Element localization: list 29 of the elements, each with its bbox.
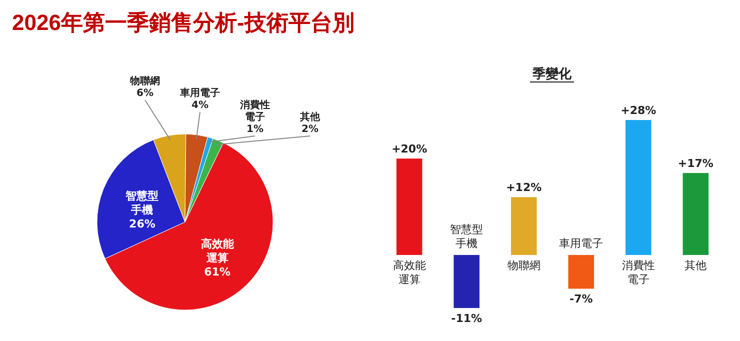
bar [510,197,537,255]
data-label: +12% [506,181,542,194]
data-label: -7% [570,292,593,306]
bar [568,254,594,289]
data-label: +28% [620,104,656,117]
data-label: +20% [392,142,428,156]
data-label: 61% [204,265,231,278]
data-label: 6% [136,88,154,99]
slice-label: 消費性電子 [239,99,270,123]
data-label: +17% [678,157,714,170]
data-label: 4% [192,100,208,111]
data-label: -11% [451,312,482,325]
bar [396,158,422,255]
bar [454,254,480,308]
data-label: 1% [246,124,264,135]
x-tick-label: 物聯網 [507,258,540,272]
chart-title: 季變化 [532,66,572,82]
slice-label: 物聯網 [129,75,160,87]
x-tick-label: 其他 [684,258,707,272]
data-label: 2% [302,124,318,135]
slice-label: 智慧型手機 [124,189,159,216]
slice-label: 其他 [299,111,321,123]
slice-label: 車用電子 [179,87,220,99]
x-tick-label: 高效能運算 [392,258,426,286]
x-tick-label: 消費性電子 [622,258,655,286]
bar [682,173,709,255]
bar [626,120,652,255]
data-label: 26% [129,217,156,230]
chart-title: 2026年第一季銷售分析-技術平台別 [12,10,354,35]
